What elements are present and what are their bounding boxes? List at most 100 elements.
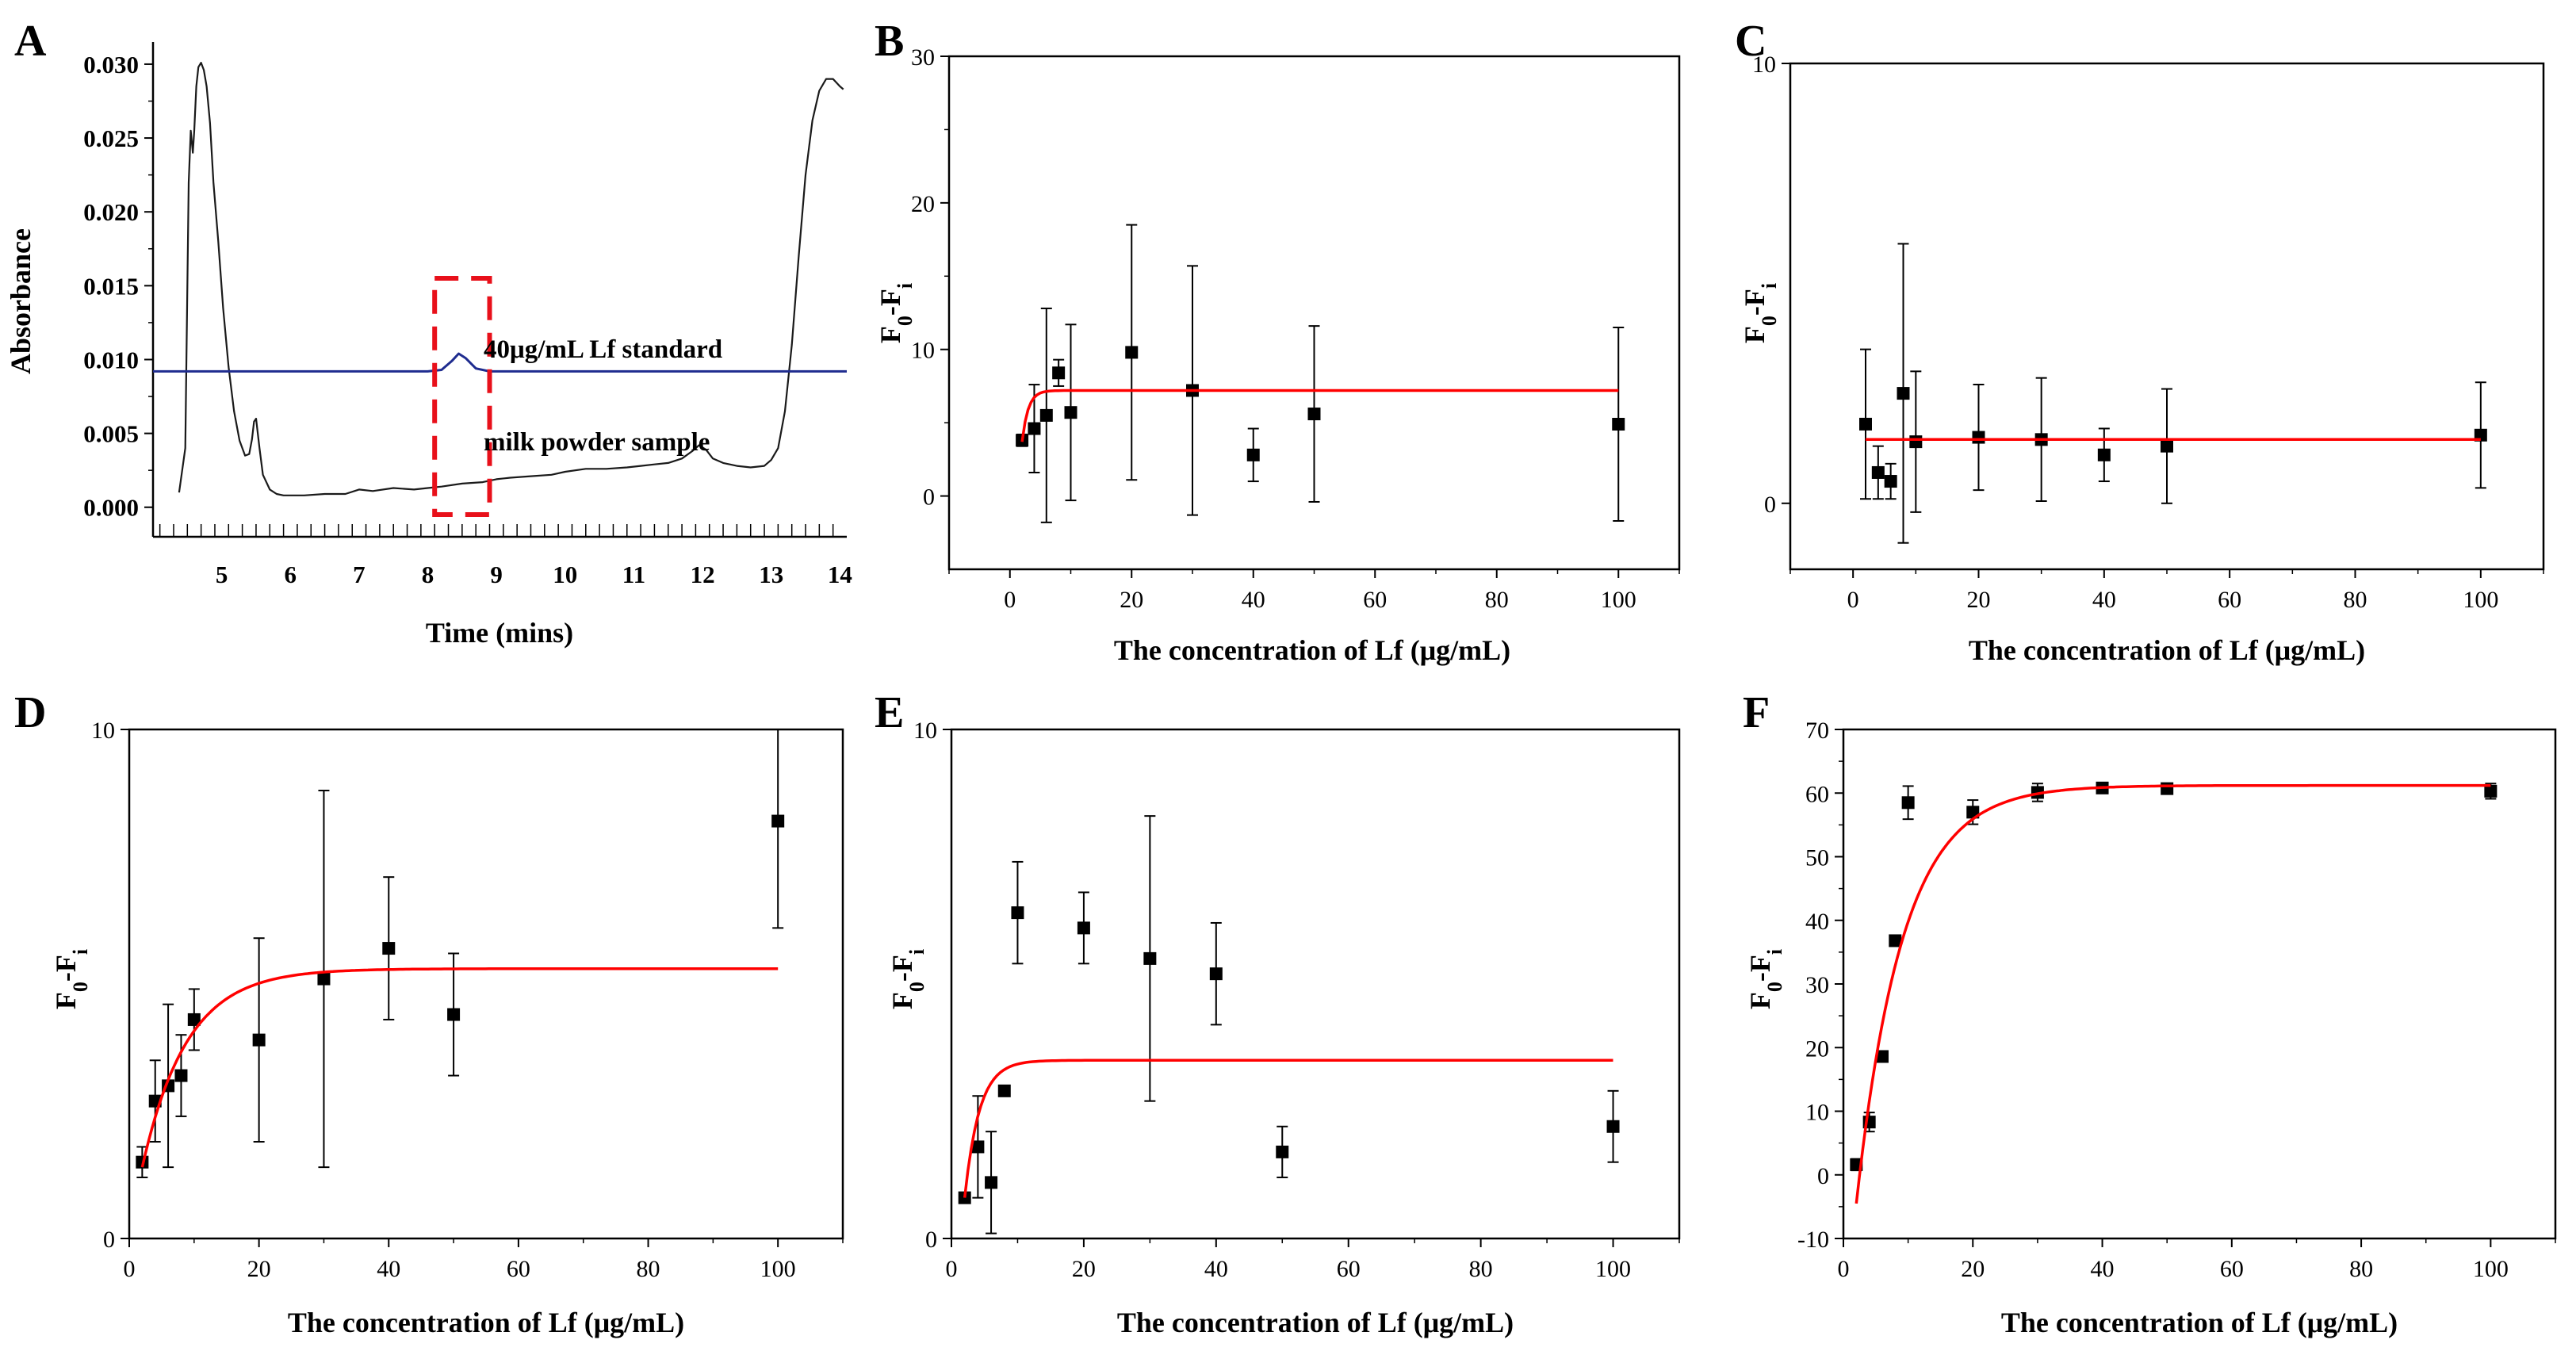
panel-b: B F0-Fi The concentration of Lf (μg/mL) 0 20… xyxy=(875,17,1681,666)
panel-letter: A xyxy=(14,17,47,66)
data-point xyxy=(2484,784,2498,798)
data-point xyxy=(1064,406,1077,419)
x-tick-label: 9 xyxy=(490,561,503,588)
data-point xyxy=(1889,934,1902,947)
y-tick-label: 50 xyxy=(1805,845,1829,871)
x-tick-label: 8 xyxy=(422,561,434,588)
y-tick-label: 10 xyxy=(911,338,935,364)
data-point xyxy=(1052,366,1066,380)
fit-curve-line xyxy=(963,1058,1613,1198)
x-axis-title: The concentration of Lf (μg/mL) xyxy=(1114,634,1510,666)
panel-c: C F0-Fi The concentration of Lf (μg/mL) 0 20… xyxy=(1735,17,2545,666)
x-tick-label: 11 xyxy=(622,561,645,588)
data-point xyxy=(2161,782,2174,795)
y-tick-label: 0.010 xyxy=(83,346,139,373)
fit-curve-line xyxy=(1854,783,2491,1204)
y-axis-title: F0-Fi xyxy=(875,283,917,343)
x-tick-label: 60 xyxy=(1363,587,1387,613)
data-point xyxy=(985,1176,998,1189)
y-tick-label: 20 xyxy=(911,191,935,217)
y-axis-title: F0-Fi xyxy=(1739,283,1781,343)
data-point xyxy=(382,942,396,955)
x-tick-label: 40 xyxy=(1204,1256,1228,1282)
x-tick-label: 40 xyxy=(1242,587,1265,613)
x-tick-label: 40 xyxy=(2092,587,2116,613)
x-tick-label: 20 xyxy=(1961,1256,1985,1282)
x-tick-label: 40 xyxy=(377,1256,400,1282)
data-point xyxy=(1209,967,1223,981)
x-tick-label: 20 xyxy=(1120,587,1143,613)
y-tick-label: 0.000 xyxy=(83,494,139,522)
x-tick-label: 14 xyxy=(828,561,852,588)
panel-letter: B xyxy=(875,17,904,66)
panel-e: E F0-Fi The concentration of Lf (μg/mL) 0 20… xyxy=(875,688,1681,1338)
plot-frame xyxy=(128,728,844,1240)
data-point xyxy=(1972,431,1985,444)
y-tick-label: 70 xyxy=(1805,718,1829,744)
x-axis-title: The concentration of Lf (μg/mL) xyxy=(2001,1307,2398,1338)
y-tick-label: 0 xyxy=(103,1227,115,1253)
data-point xyxy=(771,814,785,828)
data-point xyxy=(1606,1120,1620,1133)
data-point xyxy=(1143,951,1157,965)
data-point xyxy=(447,1008,461,1021)
y-tick-label: 30 xyxy=(1805,972,1829,998)
y-tick-label: 10 xyxy=(913,718,937,744)
data-point xyxy=(1901,796,1915,810)
y-axis-title: Absorbance xyxy=(5,228,36,374)
y-tick-label: 0 xyxy=(1817,1163,1829,1189)
data-point xyxy=(174,1069,188,1082)
y-tick-label: 0 xyxy=(923,484,935,511)
standard-annotation: 40μg/mL Lf standard xyxy=(484,335,722,364)
data-point xyxy=(1897,387,1910,400)
x-tick-label: 100 xyxy=(1601,587,1636,613)
sample-annotation: milk powder sample xyxy=(484,428,710,457)
y-tick-label: 0.005 xyxy=(83,420,139,448)
y-axis-title: F0-Fi xyxy=(886,949,928,1009)
x-tick-label: 80 xyxy=(1485,587,1509,613)
panel-d: D F0-Fi The concentration of Lf (μg/mL) 0 20… xyxy=(14,688,844,1338)
panel-letter: F xyxy=(1743,688,1770,737)
y-tick-label: 0.015 xyxy=(83,272,139,300)
x-tick-label: 60 xyxy=(1337,1256,1361,1282)
x-tick-label: 100 xyxy=(2473,1256,2509,1282)
data-point xyxy=(1871,465,1885,479)
y-tick-label: 0 xyxy=(1764,492,1776,518)
plot-frame xyxy=(950,728,1681,1240)
x-axis-title: The concentration of Lf (μg/mL) xyxy=(288,1307,684,1338)
panel-letter: E xyxy=(875,688,904,737)
x-tick-label: 100 xyxy=(760,1256,796,1282)
panel-letter: C xyxy=(1735,17,1766,66)
y-tick-label: 0.020 xyxy=(83,198,139,226)
x-tick-label: 60 xyxy=(2218,587,2241,613)
fit-curve-line xyxy=(140,967,779,1168)
data-point xyxy=(1875,1050,1889,1063)
x-tick-label: 0 xyxy=(1838,1256,1850,1282)
data-point xyxy=(1246,448,1260,461)
x-tick-label: 0 xyxy=(1847,587,1859,613)
x-tick-label: 20 xyxy=(247,1256,271,1282)
data-point xyxy=(1028,422,1041,435)
data-point xyxy=(187,1013,201,1026)
x-tick-label: 100 xyxy=(2463,587,2498,613)
y-tick-label: 10 xyxy=(91,718,115,744)
y-tick-label: 20 xyxy=(1805,1036,1829,1062)
y-tick-label: 60 xyxy=(1805,781,1829,807)
x-tick-label: 0 xyxy=(946,1256,958,1282)
x-tick-label: 80 xyxy=(2344,587,2367,613)
data-point xyxy=(1011,906,1024,920)
x-tick-label: 7 xyxy=(353,561,366,588)
x-tick-label: 5 xyxy=(216,561,228,588)
x-tick-label: 0 xyxy=(1004,587,1016,613)
y-tick-label: 0.030 xyxy=(83,51,139,78)
y-tick-label: 30 xyxy=(911,44,935,71)
x-axis-title: Time (mins) xyxy=(426,617,573,649)
x-tick-label: 60 xyxy=(507,1256,530,1282)
x-tick-label: 6 xyxy=(285,561,297,588)
data-point xyxy=(1612,417,1625,431)
data-point xyxy=(317,972,331,986)
data-point xyxy=(1859,417,1872,431)
data-point xyxy=(1307,408,1321,421)
